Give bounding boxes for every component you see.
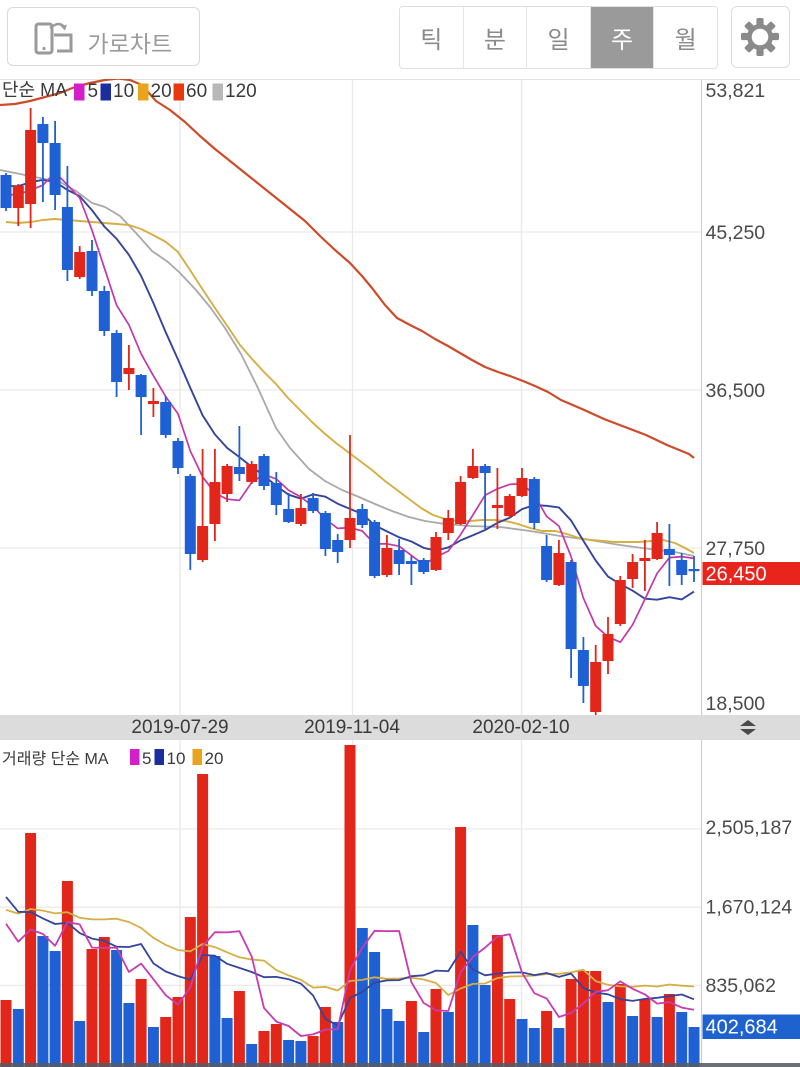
svg-text:835,062: 835,062	[706, 975, 777, 997]
svg-text:36,500: 36,500	[706, 380, 766, 402]
svg-text:53,821: 53,821	[706, 80, 766, 102]
svg-text:120: 120	[225, 81, 257, 102]
svg-text:10: 10	[113, 81, 134, 102]
svg-text:5: 5	[142, 749, 151, 768]
svg-text:거래량 단순 MA: 거래량 단순 MA	[2, 750, 109, 768]
svg-text:5: 5	[88, 81, 99, 102]
svg-text:10: 10	[167, 749, 186, 768]
svg-text:단순 MA: 단순 MA	[2, 80, 67, 100]
svg-text:402,684: 402,684	[706, 1017, 778, 1039]
svg-text:60: 60	[186, 81, 207, 102]
svg-text:45,250: 45,250	[706, 222, 766, 244]
svg-text:26,450: 26,450	[706, 564, 767, 586]
svg-text:27,750: 27,750	[706, 538, 766, 560]
svg-text:20: 20	[151, 81, 172, 102]
svg-text:20: 20	[205, 749, 224, 768]
svg-text:1,670,124: 1,670,124	[706, 897, 793, 919]
svg-text:2,505,187: 2,505,187	[706, 817, 793, 839]
svg-text:18,500: 18,500	[706, 693, 766, 715]
